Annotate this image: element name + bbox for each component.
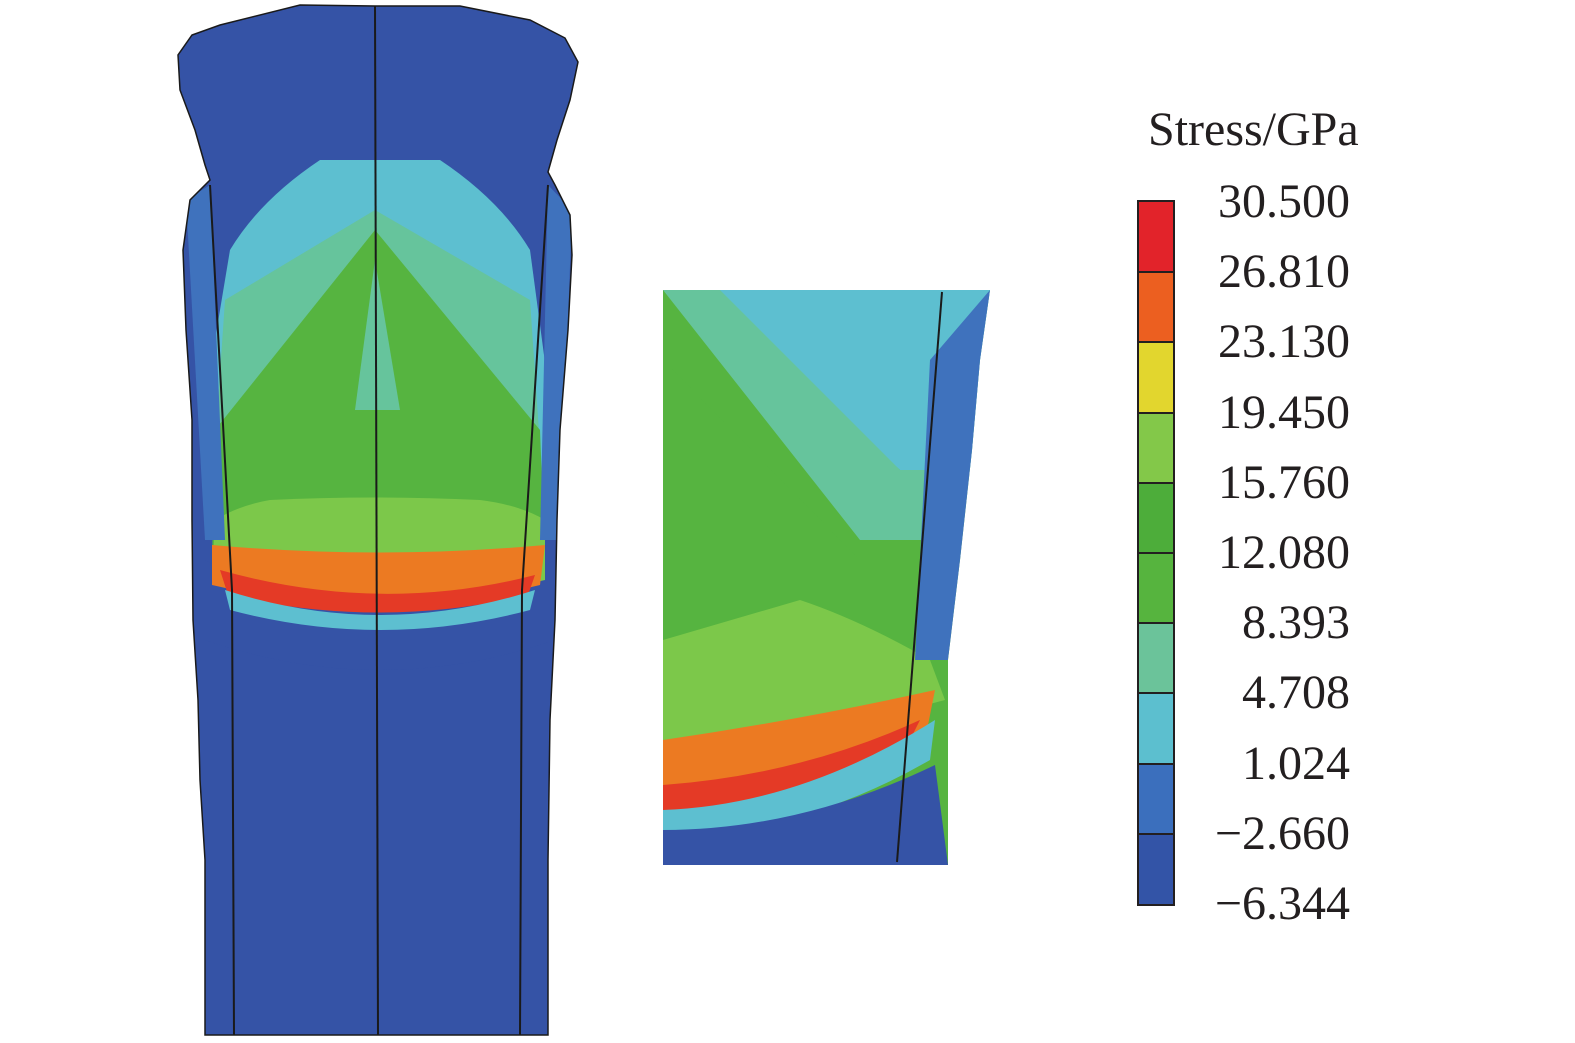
legend-divider — [1139, 411, 1173, 414]
right-bottom-blue — [663, 765, 948, 865]
color-scale-bar — [1137, 200, 1175, 906]
right-teal-region — [663, 290, 960, 540]
right-edge-blue — [915, 290, 990, 660]
legend-tick-label: −2.660 — [1214, 806, 1350, 860]
legend-tick-label: 8.393 — [1242, 596, 1350, 650]
legend-band — [1139, 693, 1173, 764]
right-cyan-fringe — [663, 720, 935, 835]
left-edge-blue-r — [540, 185, 572, 540]
legend-tick-label: 23.130 — [1218, 315, 1350, 369]
legend-band — [1139, 553, 1173, 624]
legend-band — [1139, 833, 1173, 904]
right-orange-band — [663, 690, 935, 790]
legend-tick-label: 15.760 — [1218, 455, 1350, 509]
left-inner-line-l — [209, 184, 235, 1036]
left-centerline — [374, 5, 379, 1036]
legend-tick-label: −6.344 — [1214, 877, 1350, 930]
left-red-band — [220, 570, 535, 613]
legend-divider — [1139, 832, 1173, 835]
right-cyan-region — [700, 290, 990, 470]
legend-divider — [1139, 481, 1173, 484]
legend-tick-label: 4.708 — [1242, 666, 1350, 720]
left-edge-blue-l — [186, 185, 225, 540]
legend-band — [1139, 623, 1173, 694]
legend-divider — [1139, 271, 1173, 274]
legend-divider — [1139, 762, 1173, 765]
legend-tick-label: 30.500 — [1218, 175, 1350, 228]
legend-band — [1139, 202, 1173, 273]
legend-band — [1139, 482, 1173, 553]
legend-tick-label: 26.810 — [1218, 245, 1350, 299]
legend-tick-label: 19.450 — [1218, 385, 1350, 439]
legend-tick-label: 1.024 — [1242, 736, 1350, 790]
legend-divider — [1139, 552, 1173, 554]
legend-divider — [1139, 341, 1173, 344]
left-inner-line-r — [519, 184, 549, 1036]
right-green-region — [663, 360, 948, 640]
left-cyan-fringe — [225, 590, 535, 630]
legend-band — [1139, 412, 1173, 483]
legend-divider — [1139, 622, 1173, 625]
left-inner-spike — [355, 260, 400, 410]
legend-tick-label: 12.080 — [1218, 526, 1350, 579]
right-inner-line — [896, 291, 943, 863]
right-red-band — [663, 720, 920, 810]
legend-title: Stress/GPa — [1148, 103, 1359, 156]
legend-divider — [1139, 692, 1173, 695]
right-projectile-contour — [663, 290, 990, 865]
legend-band — [1139, 272, 1173, 343]
left-projectile-contour — [178, 5, 578, 1035]
legend-band — [1139, 763, 1173, 834]
legend-band — [1139, 342, 1173, 413]
